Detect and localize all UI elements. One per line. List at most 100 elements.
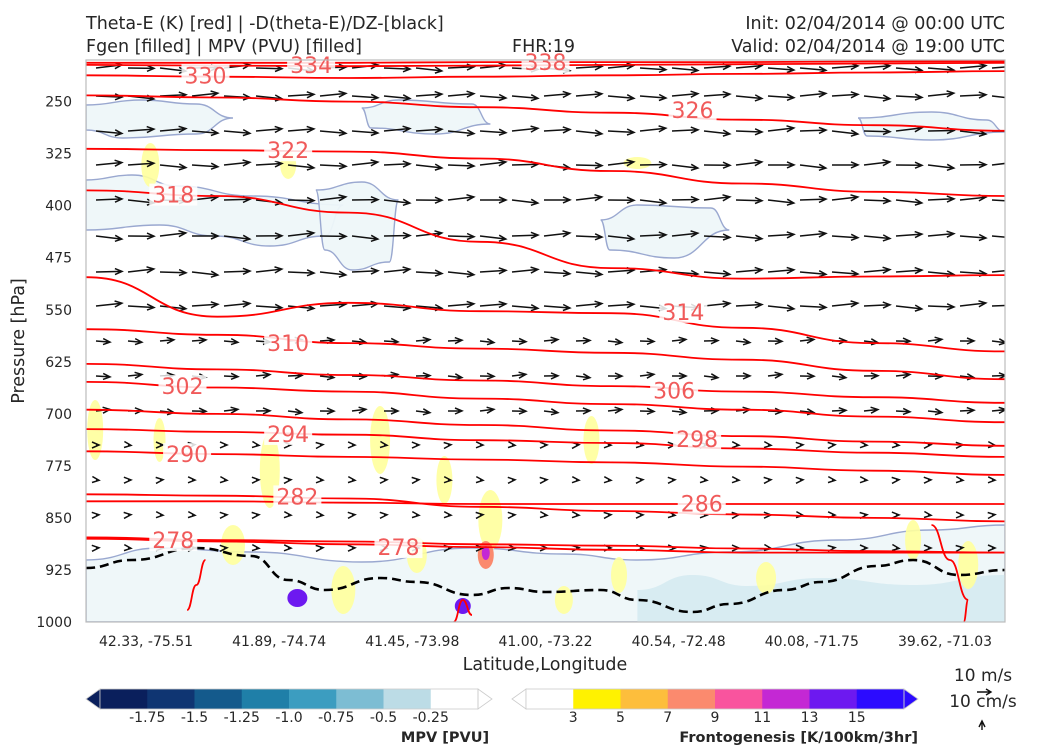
wind-vector xyxy=(479,267,508,275)
wind-vector xyxy=(319,270,348,278)
theta-e-label-background xyxy=(264,332,313,355)
wind-vector xyxy=(767,161,796,169)
wind-vector xyxy=(219,511,229,519)
wind-vector xyxy=(703,337,720,345)
wind-vector xyxy=(251,511,261,520)
wind-vector xyxy=(767,125,796,133)
wind-vector xyxy=(127,303,156,311)
wind-vector xyxy=(735,128,764,136)
wind-vector xyxy=(127,125,156,134)
wind-vector xyxy=(383,125,412,133)
wind-vector xyxy=(187,476,197,484)
wind-vector xyxy=(255,160,284,168)
wind-vector xyxy=(571,476,581,484)
colorbar-segment xyxy=(620,689,669,709)
wind-vector xyxy=(863,197,892,205)
wind-vector xyxy=(635,476,645,484)
wind-vector xyxy=(223,267,252,275)
wind-vector xyxy=(891,543,901,552)
frontogenesis-region xyxy=(436,456,453,504)
theta-e-label-background xyxy=(158,375,207,398)
wind-vector xyxy=(891,511,901,519)
wind-vector xyxy=(607,128,636,136)
theta-e-contours xyxy=(86,60,1005,622)
wind-vector xyxy=(447,162,476,170)
wind-vector xyxy=(319,232,348,240)
wind-vector xyxy=(895,337,912,345)
wind-vector xyxy=(223,406,240,414)
wind-vector xyxy=(863,94,892,102)
wind-vector xyxy=(639,371,656,379)
wind-vector xyxy=(959,91,988,99)
y-tick-label: 925 xyxy=(45,563,72,579)
colorbar-tick-label: -0.5 xyxy=(370,710,397,726)
wind-key-vertical-arrow xyxy=(978,719,986,730)
colorbar-extend-min xyxy=(511,688,527,710)
forecast-hour: FHR:19 xyxy=(512,37,576,57)
theta-e-contour-278 xyxy=(86,536,1005,554)
wind-vector xyxy=(607,196,636,204)
wind-vector xyxy=(475,511,485,520)
wind-vector xyxy=(959,337,976,345)
x-tick-label: 40.54, -72.48 xyxy=(632,634,726,650)
colorbar-segment xyxy=(100,689,148,709)
wind-vector xyxy=(251,440,261,449)
wind-vector xyxy=(511,371,528,379)
wind-vector xyxy=(159,163,188,171)
theta-e-label-background xyxy=(650,379,699,402)
wind-vector xyxy=(799,66,828,74)
wind-vector xyxy=(411,441,421,449)
init-time: Init: 02/04/2014 @ 00:00 UTC xyxy=(745,14,1005,34)
wind-vector xyxy=(443,441,453,450)
wind-vector xyxy=(379,440,389,449)
wind-vector xyxy=(543,126,572,134)
wind-vector xyxy=(351,267,380,275)
wind-vector xyxy=(95,267,124,276)
colorbar-segment xyxy=(336,689,384,709)
wind-vector xyxy=(319,129,348,137)
colorbar-segment xyxy=(383,689,432,709)
colorbar-extend-max xyxy=(903,688,919,710)
wind-vector xyxy=(219,544,229,552)
theta-e-label: 334 xyxy=(290,54,332,79)
wind-vector xyxy=(287,304,316,312)
theta-e-label-background xyxy=(287,53,336,76)
wind-vector xyxy=(795,476,805,484)
wind-vector xyxy=(447,129,476,137)
wind-vector xyxy=(159,229,188,238)
wind-vector xyxy=(383,231,412,240)
wind-vector xyxy=(767,231,796,239)
wind-vector xyxy=(479,300,508,309)
wind-vector xyxy=(251,476,261,484)
wind-vector xyxy=(827,441,837,450)
wind-key-horizontal-arrow xyxy=(977,688,993,696)
wind-vector xyxy=(383,160,412,168)
wind-vector xyxy=(799,195,828,204)
y-tick-label: 775 xyxy=(45,459,72,475)
wind-vector xyxy=(91,511,101,519)
wind-vector xyxy=(959,406,976,415)
wind-vector xyxy=(127,232,156,240)
wind-vector xyxy=(991,372,1005,380)
theta-e-label-background xyxy=(149,183,198,206)
frontogenesis-region xyxy=(554,586,573,614)
wind-vector xyxy=(895,371,912,379)
wind-vector xyxy=(895,198,924,206)
wind-vector xyxy=(255,232,284,240)
wind-vector xyxy=(347,511,357,519)
theta-e-label: 294 xyxy=(267,423,309,448)
wind-vector xyxy=(799,163,828,172)
theta-e-contour-labels: 330 334 338 326 322 318 314 310 302 306 294 298 290 2… xyxy=(149,51,726,561)
wind-vector xyxy=(927,303,956,311)
colorbar-tick-label: 15 xyxy=(848,710,866,726)
colorbar-segment xyxy=(667,689,716,709)
colorbar-segment xyxy=(430,689,479,709)
wind-vector xyxy=(831,194,860,202)
wind-vector xyxy=(575,161,604,170)
wind-vector xyxy=(315,476,325,484)
theta-e-label: 278 xyxy=(377,536,419,561)
theta-e-contour-294 xyxy=(86,428,1005,458)
wind-vector xyxy=(735,372,752,380)
mpv-region xyxy=(599,204,730,259)
wind-vector xyxy=(959,62,988,70)
